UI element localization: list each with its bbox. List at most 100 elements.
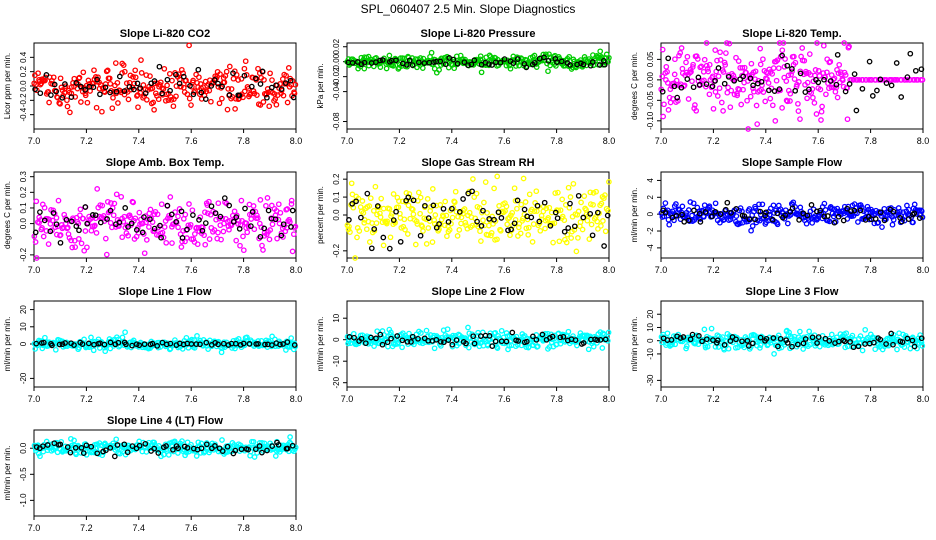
data-point-all: [273, 101, 280, 108]
data-point-all: [551, 220, 558, 227]
data-point-all: [712, 89, 719, 95]
y-axis-label: kPa per min.: [316, 64, 325, 109]
data-point-all: [509, 209, 516, 216]
data-point-all: [118, 193, 125, 200]
x-tick-label: 8.0: [290, 523, 303, 533]
data-point-subset: [533, 336, 540, 343]
data-point-subset: [802, 89, 809, 95]
data-point-subset: [80, 450, 87, 456]
data-point-subset: [509, 329, 516, 336]
data-point-subset: [53, 221, 60, 228]
data-point-all: [849, 332, 856, 339]
x-tick-label: 7.8: [550, 136, 563, 146]
data-point-all: [534, 343, 541, 350]
data-point-subset: [164, 76, 171, 83]
data-point-all: [781, 63, 788, 70]
data-point-all: [218, 236, 224, 243]
data-point-all: [709, 73, 716, 80]
data-point-subset: [752, 216, 758, 223]
x-tick-label: 7.0: [655, 136, 668, 146]
chart-panel-10: Slope Line 4 (LT) Flow ml/min per min. 7.0…: [3, 415, 302, 533]
data-point-subset: [659, 88, 666, 95]
data-point-subset: [83, 442, 90, 449]
x-tick-label: 8.0: [290, 136, 303, 146]
data-point-all: [168, 97, 175, 103]
x-tick-label: 7.6: [185, 523, 198, 533]
data-point-subset: [97, 219, 104, 226]
y-tick-label: -10: [646, 348, 655, 360]
data-point-all: [740, 86, 746, 93]
data-point-all: [659, 46, 666, 53]
plot-frame: [33, 429, 297, 517]
y-tick-label: -20: [332, 376, 341, 388]
data-point-subset: [287, 77, 294, 84]
data-point-all: [664, 68, 670, 75]
data-point-all: [42, 334, 48, 341]
y-tick-label: -0.2: [332, 243, 341, 257]
data-point-subset: [883, 80, 890, 86]
data-point-all: [99, 202, 106, 209]
data-point-subset: [575, 192, 582, 199]
data-point-all: [151, 80, 158, 87]
x-tick-label: 7.6: [185, 394, 198, 404]
data-point-subset: [777, 335, 784, 342]
data-point-all: [191, 231, 198, 237]
data-point-subset: [673, 212, 680, 219]
data-point-all: [231, 208, 238, 215]
data-point-subset: [531, 59, 538, 66]
data-point-all: [179, 438, 185, 444]
data-point-all: [259, 242, 265, 249]
data-point-all: [78, 99, 84, 105]
data-point-all: [590, 343, 597, 350]
data-point-subset: [50, 210, 57, 216]
data-point-subset: [179, 235, 186, 241]
data-point-subset: [589, 232, 596, 239]
data-point-all: [405, 202, 412, 209]
data-point-all: [719, 334, 726, 340]
data-point-subset: [351, 334, 357, 341]
data-point-subset: [409, 333, 416, 340]
data-point-subset: [278, 86, 285, 92]
data-point-subset: [184, 226, 190, 233]
data-point-all: [188, 102, 194, 108]
data-point-subset: [379, 341, 386, 348]
data-point-subset: [763, 209, 769, 216]
data-point-subset: [442, 61, 449, 68]
data-point-all: [373, 220, 380, 226]
data-point-subset: [728, 210, 734, 216]
data-point-subset: [73, 223, 80, 230]
data-point-subset: [463, 340, 469, 347]
data-point-all: [710, 105, 717, 112]
data-point-subset: [717, 211, 724, 217]
y-tick-label: -0.04: [332, 82, 341, 101]
data-point-subset: [800, 340, 807, 347]
data-point-all: [161, 224, 168, 230]
data-point-subset: [59, 341, 66, 348]
data-point-all: [93, 104, 100, 111]
data-point-all: [77, 206, 84, 213]
data-point-all: [757, 345, 763, 351]
y-tick-label: -0.2: [19, 247, 28, 261]
data-point-all: [432, 212, 439, 218]
data-point-all: [708, 84, 715, 91]
data-point-all: [423, 241, 430, 247]
data-point-subset: [552, 209, 559, 216]
data-point-all: [462, 219, 469, 226]
data-point-all: [879, 224, 885, 230]
data-point-all: [494, 173, 501, 180]
data-point-subset: [696, 333, 702, 339]
data-point-subset: [739, 338, 745, 345]
data-point-subset: [511, 220, 518, 227]
data-point-subset: [797, 70, 804, 77]
data-point-all: [873, 207, 879, 214]
data-point-all: [260, 99, 267, 105]
chart-panel-2: Slope Li-820 Pressure kPa per min. 7.0 7.2 7…: [316, 28, 615, 146]
data-point-subset: [92, 212, 99, 219]
data-point-all: [799, 45, 806, 51]
data-point-all: [287, 219, 293, 225]
data-point-all: [280, 92, 287, 99]
data-point-all: [109, 105, 116, 112]
data-point-all: [530, 221, 537, 227]
data-point-subset: [741, 213, 748, 219]
data-point-subset: [468, 61, 475, 68]
